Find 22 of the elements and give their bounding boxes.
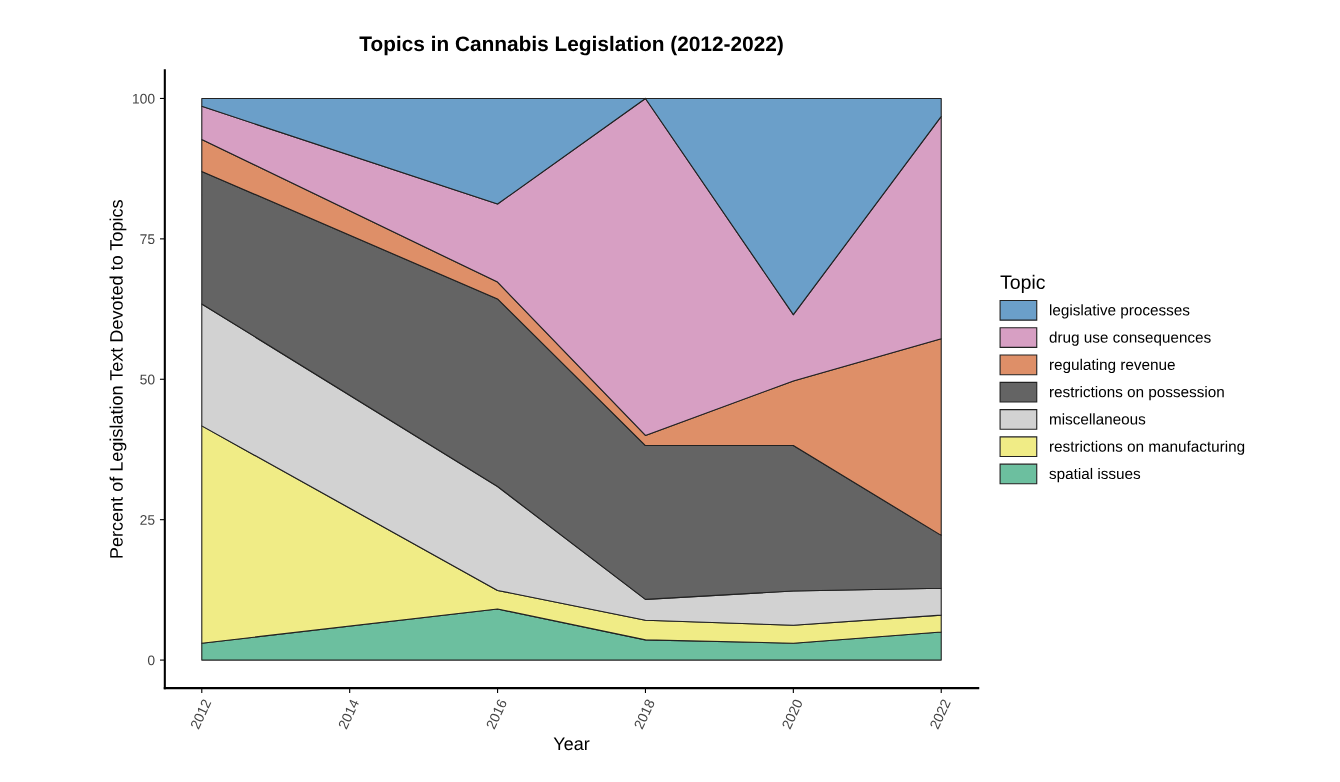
legend-label: restrictions on manufacturing — [1049, 440, 1245, 455]
legend-label: legislative processes — [1050, 304, 1190, 319]
x-tick-label: 2020 — [781, 698, 804, 730]
y-tick-label: 25 — [140, 515, 155, 525]
legend-title: Topic — [1000, 274, 1045, 293]
x-axis-title: Year — [553, 737, 590, 751]
legend-label: spatial issues — [1049, 467, 1141, 483]
x-tick-label: 2014 — [337, 698, 360, 730]
y-tick-label: 50 — [140, 374, 155, 385]
y-tick-label: 75 — [140, 234, 155, 245]
x-tick-label: 2022 — [929, 698, 951, 730]
x-tick-label: 2012 — [190, 698, 212, 730]
y-axis-title: Percent of Legislation Text Devoted to Topics — [109, 200, 127, 558]
legend-label: miscellaneous — [1049, 413, 1146, 425]
chart-title: Topics in Cannabis Legislation (2012-2022) — [359, 35, 783, 56]
x-tick-label: 2016 — [485, 698, 508, 730]
legend-label: restrictions on possession — [1049, 386, 1224, 401]
x-tick-label: 2018 — [633, 698, 656, 730]
y-tick-label: 100 — [132, 93, 155, 104]
legend-label: drug use consequences — [1049, 331, 1211, 346]
y-tick-label: 0 — [147, 655, 155, 666]
legend-label: regulating revenue — [1049, 358, 1175, 374]
